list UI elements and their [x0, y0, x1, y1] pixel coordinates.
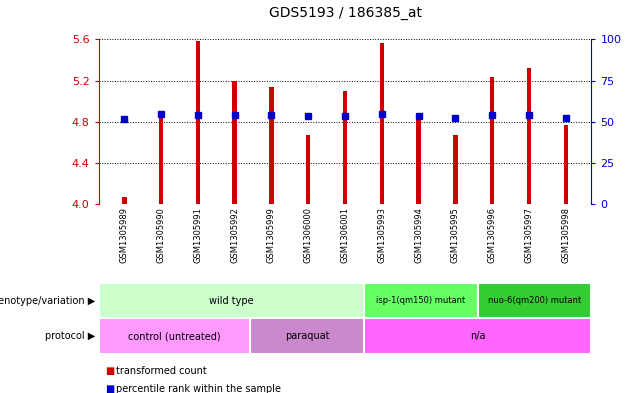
Text: percentile rank within the sample: percentile rank within the sample	[116, 384, 281, 393]
Text: GSM1305998: GSM1305998	[561, 207, 570, 263]
Text: paraquat: paraquat	[285, 331, 329, 341]
Text: GSM1305995: GSM1305995	[451, 207, 460, 263]
Text: wild type: wild type	[209, 296, 254, 306]
Text: genotype/variation ▶: genotype/variation ▶	[0, 296, 95, 306]
Bar	[417, 117, 421, 204]
Text: GDS5193 / 186385_at: GDS5193 / 186385_at	[268, 6, 422, 20]
Text: GSM1305993: GSM1305993	[377, 207, 386, 263]
Text: GSM1305997: GSM1305997	[525, 207, 534, 263]
Bar	[453, 135, 457, 204]
Text: protocol ▶: protocol ▶	[45, 331, 95, 341]
Text: GSM1305990: GSM1305990	[156, 207, 165, 263]
Text: GSM1305999: GSM1305999	[267, 207, 276, 263]
Bar	[233, 81, 237, 204]
Bar	[380, 44, 384, 204]
Text: nuo-6(qm200) mutant: nuo-6(qm200) mutant	[488, 296, 581, 305]
Text: GSM1305996: GSM1305996	[488, 207, 497, 263]
Bar	[364, 318, 591, 354]
Bar	[490, 77, 494, 204]
Bar	[343, 91, 347, 204]
Text: GSM1305994: GSM1305994	[414, 207, 423, 263]
Text: GSM1305989: GSM1305989	[120, 207, 129, 263]
Text: n/a: n/a	[470, 331, 485, 341]
Text: ■: ■	[105, 384, 114, 393]
Bar	[99, 283, 364, 318]
Bar	[563, 125, 568, 204]
Text: control (untreated): control (untreated)	[128, 331, 221, 341]
Text: GSM1305992: GSM1305992	[230, 207, 239, 263]
Text: GSM1306001: GSM1306001	[340, 207, 350, 263]
Bar	[159, 114, 163, 204]
Bar	[478, 283, 591, 318]
Bar	[196, 41, 200, 204]
Bar	[250, 318, 364, 354]
Bar	[269, 87, 273, 204]
Text: GSM1305991: GSM1305991	[193, 207, 202, 263]
Bar	[364, 283, 478, 318]
Bar	[306, 135, 310, 204]
Text: ■: ■	[105, 366, 114, 376]
Bar	[122, 197, 127, 204]
Bar	[527, 68, 531, 204]
Bar	[99, 318, 250, 354]
Text: GSM1306000: GSM1306000	[304, 207, 313, 263]
Text: isp-1(qm150) mutant: isp-1(qm150) mutant	[377, 296, 466, 305]
Text: transformed count: transformed count	[116, 366, 207, 376]
